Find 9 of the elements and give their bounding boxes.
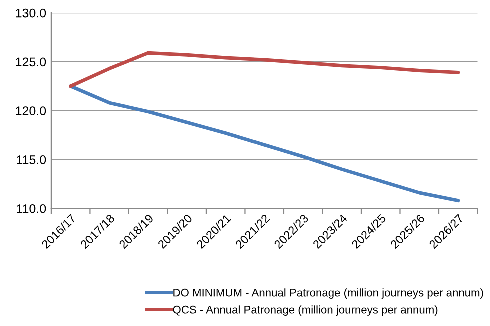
legend-label: DO MINIMUM - Annual Patronage (million journeys per annum) — [174, 288, 484, 299]
y-tick-label: 115.0 — [17, 156, 46, 164]
y-tick-label: 130.0 — [16, 8, 46, 18]
legend-label: QCS - Annual Patronage (million journeys per annum) — [173, 306, 438, 316]
y-tick-label: 110.0 — [17, 204, 46, 214]
y-tick-label: 120.0 — [16, 106, 46, 116]
line-series — [69, 84, 460, 203]
line-series — [69, 51, 460, 88]
y-tick-label: 125.0 — [16, 58, 46, 67]
